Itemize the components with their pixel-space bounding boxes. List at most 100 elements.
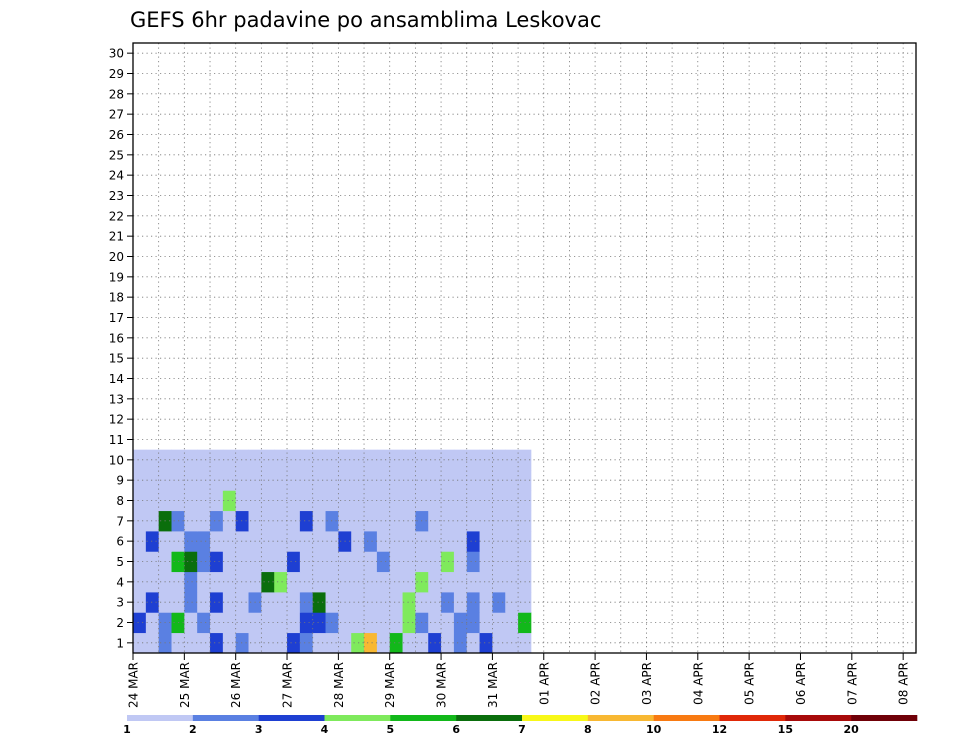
heatmap-cell	[145, 531, 160, 552]
legend-threshold-label: 10	[646, 723, 662, 736]
heatmap-cell	[274, 592, 288, 613]
heatmap-cell	[351, 571, 365, 593]
heatmap-cell	[479, 571, 493, 593]
heatmap-cell	[197, 592, 211, 613]
grid-lines	[133, 43, 916, 653]
heatmap-cell	[376, 531, 391, 552]
y-tick-label: 8	[116, 494, 124, 508]
y-tick-label: 30	[109, 47, 124, 61]
heatmap-cell	[351, 632, 365, 654]
heatmap-cell	[261, 470, 275, 491]
heatmap-cell	[376, 510, 391, 532]
legend-threshold-label: 3	[255, 723, 263, 736]
heatmap-cell	[184, 551, 198, 573]
legend-swatch	[522, 715, 589, 721]
heatmap-cell	[389, 490, 403, 512]
heatmap-cell	[145, 612, 160, 634]
heatmap-cell	[492, 571, 506, 593]
heatmap-cell	[466, 571, 480, 593]
heatmap-cell	[235, 551, 249, 573]
heatmap-cell	[492, 592, 506, 613]
heatmap-cell	[184, 490, 198, 512]
heatmap-cell	[197, 470, 211, 491]
heatmap-cell	[466, 632, 480, 654]
y-tick-label: 29	[109, 67, 124, 81]
heatmap-cell	[364, 551, 378, 573]
y-tick-label: 21	[109, 230, 124, 244]
heatmap-cell	[453, 470, 468, 491]
heatmap-cell	[261, 490, 275, 512]
heatmap-cell	[222, 490, 237, 512]
heatmap-cell	[376, 592, 391, 613]
x-tick-label: 25 MAR	[178, 662, 192, 708]
heatmap-cell	[453, 551, 468, 573]
x-tick-label: 30 MAR	[435, 662, 449, 708]
heatmap-cell	[402, 531, 416, 552]
y-tick-label: 15	[109, 352, 124, 366]
y-tick-label: 25	[109, 148, 124, 162]
heatmap-cell	[351, 470, 365, 491]
heatmap-cell	[287, 612, 301, 634]
heatmap-cell	[210, 632, 224, 654]
legend-threshold-label: 15	[778, 723, 793, 736]
heatmap-cell	[145, 571, 160, 593]
heatmap-cell	[364, 531, 378, 552]
heatmap-cell	[287, 551, 301, 573]
heatmap-cell	[274, 571, 288, 593]
heatmap-cell	[402, 470, 416, 491]
y-tick-label: 13	[109, 392, 124, 406]
heatmap-cell	[441, 551, 455, 573]
heatmap-cell	[299, 551, 314, 573]
heatmap-cell	[274, 490, 288, 512]
heatmap-cell	[133, 449, 147, 471]
heatmap-cell	[453, 449, 468, 471]
heatmap-cell	[133, 612, 147, 634]
heatmap-cell	[402, 612, 416, 634]
heatmap-cell	[287, 571, 301, 593]
legend-swatch	[127, 715, 194, 721]
heatmap-cell	[351, 510, 365, 532]
y-tick-label: 12	[109, 413, 124, 427]
heatmap-cell	[389, 449, 403, 471]
heatmap-cell	[210, 551, 224, 573]
heatmap-cell	[145, 470, 160, 491]
heatmap-cell	[492, 510, 506, 532]
heatmap-cell	[441, 470, 455, 491]
heatmap-cell	[441, 490, 455, 512]
legend-swatch	[192, 715, 259, 721]
y-tick-label: 5	[116, 555, 124, 569]
heatmap-cell	[312, 571, 326, 593]
heatmap-cell	[133, 490, 147, 512]
heatmap-cell	[210, 571, 224, 593]
heatmap-cell	[287, 510, 301, 532]
legend-threshold-label: 12	[712, 723, 727, 736]
heatmap-cell	[466, 449, 480, 471]
heatmap-cell	[312, 612, 326, 634]
heatmap-cell	[210, 612, 224, 634]
heatmap-cell	[351, 449, 365, 471]
heatmap-cell	[133, 632, 147, 654]
x-tick-label: 27 MAR	[281, 662, 295, 708]
heatmap-cell	[222, 612, 237, 634]
heatmap-cell	[274, 470, 288, 491]
heatmap-cell	[274, 449, 288, 471]
heatmap-cell	[492, 632, 506, 654]
legend-threshold-label: 6	[452, 723, 460, 736]
heatmap-cell	[312, 490, 326, 512]
heatmap-cell	[133, 592, 147, 613]
heatmap-cell	[235, 531, 249, 552]
heatmap-cell	[145, 449, 160, 471]
heatmap-cell	[210, 510, 224, 532]
y-tick-label: 1	[116, 636, 124, 650]
heatmap-cell	[287, 531, 301, 552]
color-legend: 1 2 3 4 5 6 7 8 10 12 15 20	[123, 715, 918, 736]
heatmap-cell	[222, 470, 237, 491]
y-tick-label: 28	[109, 87, 124, 101]
heatmap-cell	[312, 449, 326, 471]
y-tick-label: 19	[109, 270, 124, 284]
x-tick-label: 07 APR	[845, 662, 859, 705]
plot-frame	[132, 42, 917, 654]
heatmap-cell	[222, 571, 237, 593]
heatmap-cell	[261, 449, 275, 471]
heatmap-cell	[184, 470, 198, 491]
